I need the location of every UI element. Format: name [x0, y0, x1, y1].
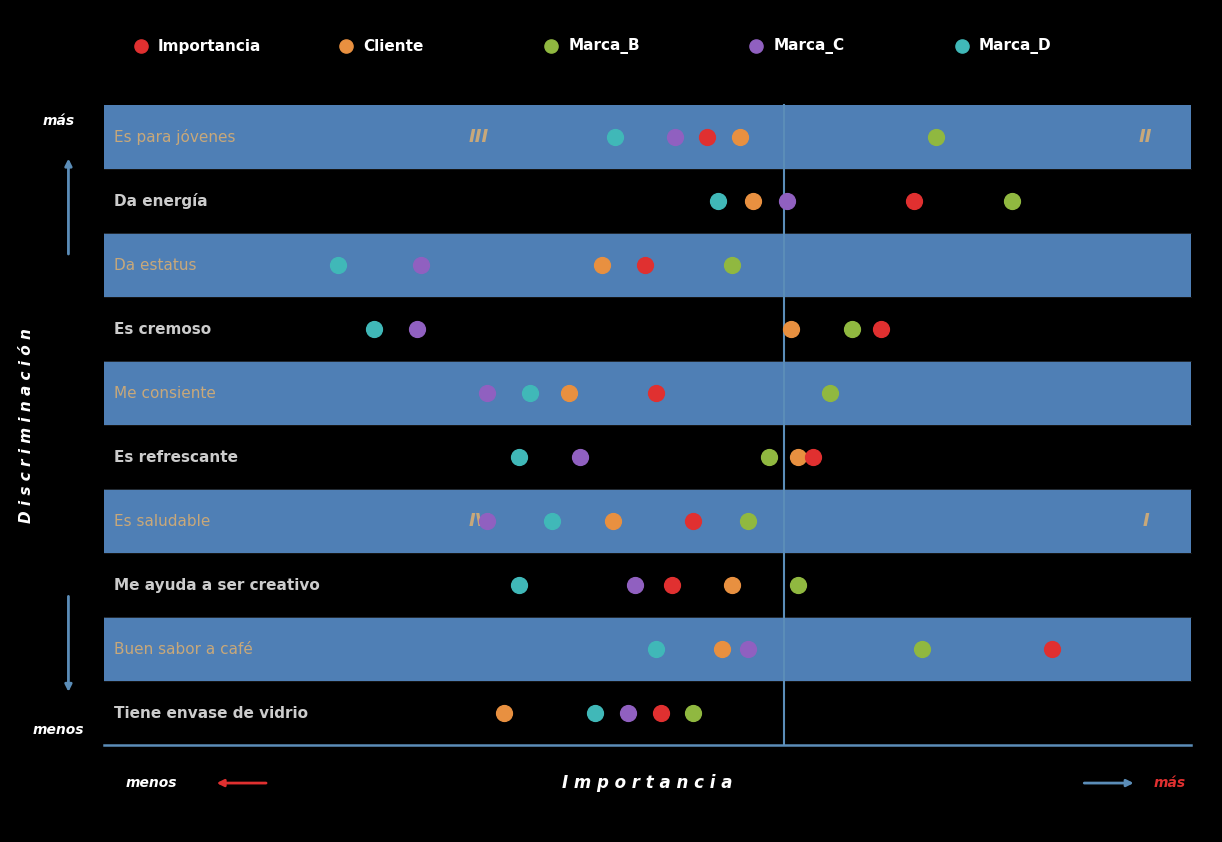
Point [665, 131, 684, 144]
Text: más: más [1154, 776, 1185, 790]
Point [412, 258, 431, 272]
Point [904, 195, 924, 208]
Point [407, 322, 426, 336]
Point [131, 40, 150, 53]
Point [477, 514, 496, 528]
Point [777, 195, 797, 208]
Point [788, 450, 808, 464]
Text: Da estatus: Da estatus [114, 258, 197, 273]
Point [1042, 642, 1062, 656]
Point [646, 386, 666, 400]
Point [722, 578, 742, 592]
Point [477, 386, 496, 400]
Point [738, 514, 758, 528]
FancyBboxPatch shape [104, 489, 1191, 553]
Point [510, 578, 529, 592]
Point [712, 642, 732, 656]
Point [510, 450, 529, 464]
Text: I m p o r t a n c i a: I m p o r t a n c i a [562, 774, 733, 792]
FancyBboxPatch shape [104, 361, 1191, 425]
Point [743, 195, 763, 208]
Point [803, 450, 822, 464]
Text: Marca_C: Marca_C [774, 38, 844, 55]
Point [327, 258, 347, 272]
Point [560, 386, 579, 400]
FancyBboxPatch shape [104, 233, 1191, 297]
FancyBboxPatch shape [104, 617, 1191, 681]
Point [738, 642, 758, 656]
Text: II: II [1139, 128, 1152, 147]
Point [571, 450, 590, 464]
Point [683, 514, 703, 528]
Point [926, 131, 946, 144]
Text: menos: menos [126, 776, 177, 790]
Text: III: III [469, 128, 489, 147]
Text: más: más [43, 114, 75, 128]
Point [662, 578, 682, 592]
Text: D i s c r i m i n a c i ó n: D i s c r i m i n a c i ó n [20, 328, 34, 523]
Point [651, 706, 671, 720]
Point [731, 131, 750, 144]
Point [842, 322, 862, 336]
Text: Es saludable: Es saludable [114, 514, 210, 529]
Text: Es para jóvenes: Es para jóvenes [114, 129, 235, 146]
Text: IV: IV [469, 512, 489, 530]
Point [698, 131, 717, 144]
Point [543, 514, 562, 528]
Point [618, 706, 638, 720]
Text: Buen sabor a café: Buen sabor a café [114, 642, 253, 657]
Point [781, 322, 800, 336]
Point [646, 642, 666, 656]
Point [605, 131, 624, 144]
Text: Marca_D: Marca_D [979, 38, 1051, 55]
Point [760, 450, 780, 464]
Point [871, 322, 891, 336]
Text: Da energía: Da energía [114, 193, 208, 210]
Text: Me consiente: Me consiente [114, 386, 215, 401]
Text: Es cremoso: Es cremoso [114, 322, 210, 337]
Point [821, 386, 841, 400]
Point [912, 642, 931, 656]
Text: Tiene envase de vidrio: Tiene envase de vidrio [114, 706, 308, 721]
Text: Importancia: Importancia [158, 39, 262, 54]
Point [495, 706, 514, 720]
Text: Marca_B: Marca_B [568, 38, 640, 55]
Point [722, 258, 742, 272]
Text: Me ayuda a ser creativo: Me ayuda a ser creativo [114, 578, 319, 593]
Point [624, 578, 644, 592]
Point [788, 578, 808, 592]
Text: menos: menos [33, 722, 84, 737]
Point [336, 40, 356, 53]
Point [521, 386, 540, 400]
Point [585, 706, 605, 720]
Point [709, 195, 728, 208]
Text: Cliente: Cliente [363, 39, 423, 54]
Text: Es refrescante: Es refrescante [114, 450, 237, 465]
Point [604, 514, 623, 528]
FancyBboxPatch shape [104, 105, 1191, 169]
Text: I: I [1143, 512, 1149, 530]
Point [747, 40, 766, 53]
Point [1002, 195, 1022, 208]
Point [635, 258, 655, 272]
Point [593, 258, 612, 272]
Point [952, 40, 971, 53]
Point [541, 40, 561, 53]
Point [364, 322, 384, 336]
Point [683, 706, 703, 720]
